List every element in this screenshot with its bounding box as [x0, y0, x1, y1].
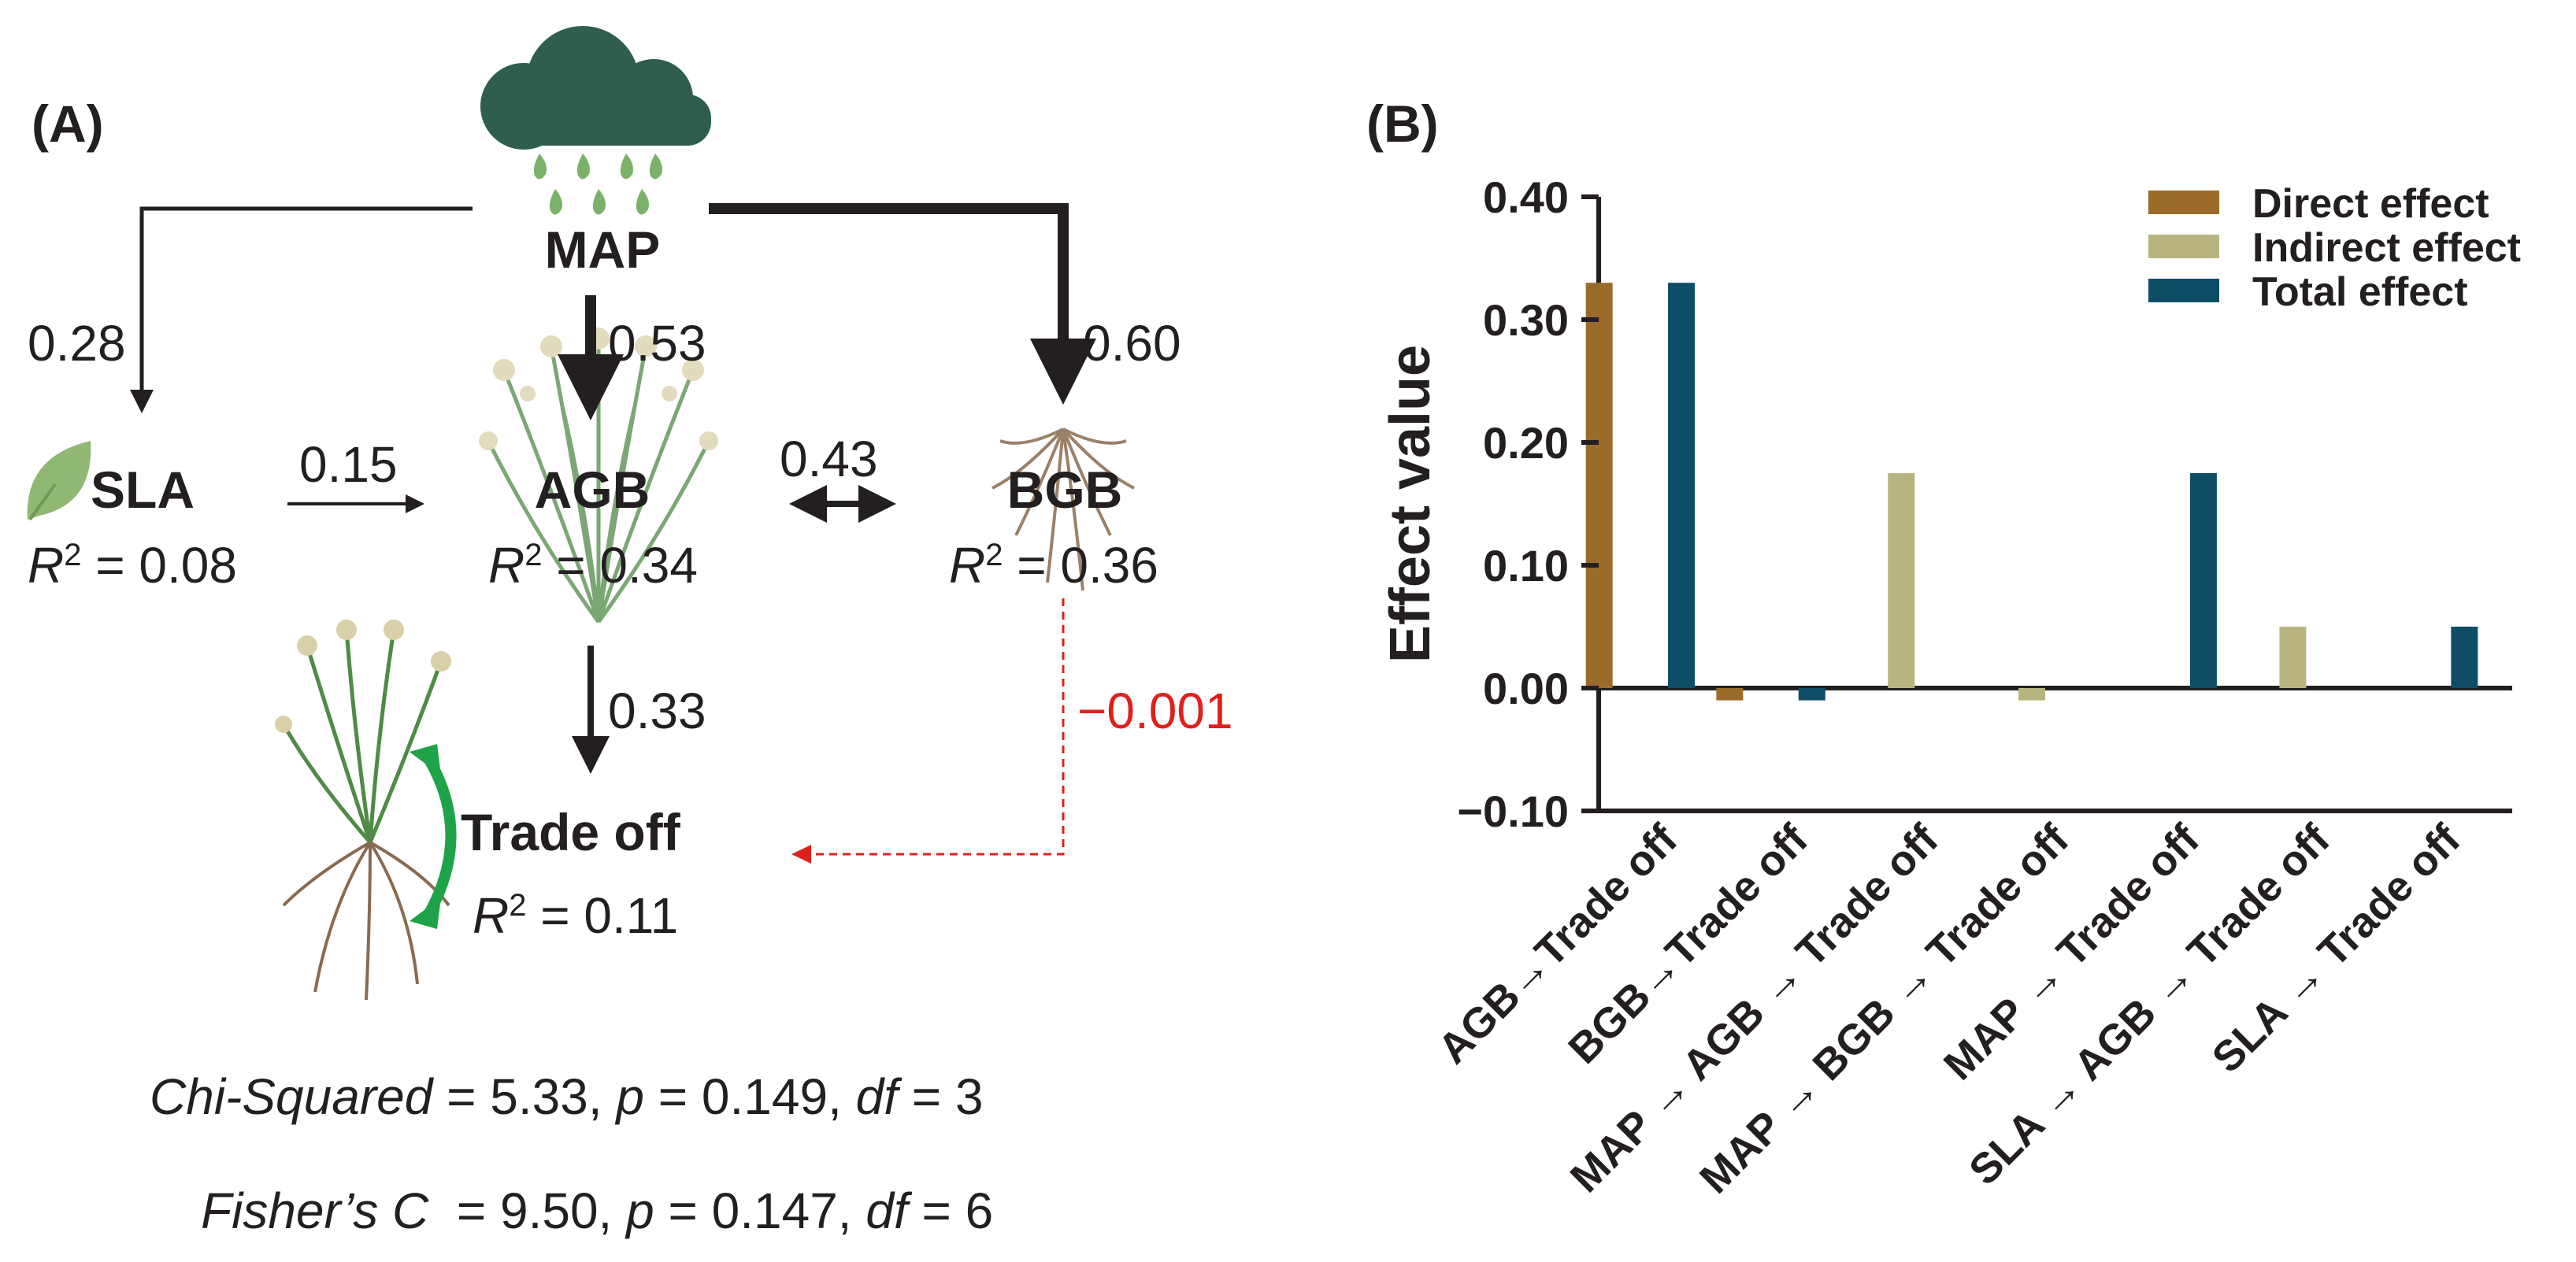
- panel-b-label: (B): [1366, 94, 1439, 153]
- r2-agb: R2 = 0.34: [488, 537, 698, 594]
- x-category-label: MAP → Trade off: [1935, 815, 2209, 1089]
- path-bgb-tradeoff: [791, 598, 1065, 864]
- bar-total-effect: [1798, 688, 1825, 701]
- bar-direct-effect: [1716, 688, 1744, 701]
- root-icon: [991, 427, 1135, 591]
- coef-agb-bgb: 0.43: [780, 431, 878, 487]
- y-tick-label: −0.10: [1457, 786, 1569, 836]
- bar-total-effect: [2451, 627, 2478, 688]
- coef-bgb-tradeoff: −0.001: [1077, 683, 1233, 739]
- panel-a: (A): [27, 26, 1233, 1239]
- legend-label: Direct effect: [2252, 181, 2489, 227]
- r2-bgb: R2 = 0.36: [949, 537, 1158, 594]
- y-tick-label: 0.30: [1483, 295, 1569, 345]
- x-category-label: BGB→Trade off: [1559, 815, 1817, 1072]
- fit-chi-squared: Chi-Squared = 5.33, p = 0.149, df = 3: [150, 1068, 984, 1125]
- fit-fishers-c: Fisher’s C = 9.50, p = 0.147, df = 6: [201, 1182, 993, 1239]
- y-tick-label: 0.20: [1483, 418, 1569, 468]
- coef-map-sla: 0.28: [28, 315, 126, 372]
- y-axis-title: Effect value: [1379, 345, 1442, 663]
- y-tick-label: 0.10: [1483, 541, 1569, 590]
- bar-total-effect: [2189, 473, 2217, 688]
- plant-tradeoff-icon: [275, 620, 457, 1001]
- panel-b: (B) Effect value 0.40 0.30 0.20 0.10 0.00 −0.…: [1366, 94, 2521, 1203]
- r2-sla: R2 = 0.08: [28, 537, 237, 594]
- legend-swatch: [2148, 235, 2219, 258]
- y-tick-label: 0.00: [1483, 664, 1569, 713]
- legend-label: Total effect: [2252, 269, 2468, 315]
- leaf-icon: [27, 441, 91, 521]
- grass-icon: [479, 328, 718, 624]
- legend-swatch: [2148, 279, 2219, 302]
- coef-map-agb: 0.53: [608, 315, 706, 372]
- path-map-bgb: [709, 203, 1096, 405]
- bar-total-effect: [1668, 283, 1696, 688]
- node-map: MAP: [545, 220, 661, 279]
- node-bgb: BGB: [1007, 461, 1123, 519]
- bar-direct-effect: [1585, 283, 1613, 688]
- chart-ticks: 0.40 0.30 0.20 0.10 0.00 −0.10: [1457, 172, 1599, 836]
- legend-swatch: [2148, 191, 2219, 214]
- coef-map-bgb: 0.60: [1083, 315, 1181, 372]
- node-tradeoff: Trade off: [461, 803, 681, 861]
- bar-indirect-effect: [2279, 627, 2307, 688]
- legend-label: Indirect effect: [2252, 225, 2521, 271]
- chart-bars: [1585, 283, 2478, 701]
- r2-tradeoff: R2 = 0.11: [473, 887, 678, 944]
- x-category-label: AGB→Trade off: [1429, 815, 1687, 1072]
- path-map-sla: [130, 206, 473, 413]
- coef-sla-agb: 0.15: [299, 436, 398, 493]
- node-sla: SLA: [91, 461, 195, 519]
- coef-agb-tradeoff: 0.33: [608, 683, 706, 739]
- panel-a-label: (A): [32, 94, 104, 153]
- y-tick-label: 0.40: [1483, 172, 1569, 222]
- rain-cloud-icon: [480, 26, 711, 215]
- x-category-label: SLA → Trade off: [2203, 815, 2470, 1082]
- bar-indirect-effect: [1888, 473, 1915, 688]
- bar-indirect-effect: [2018, 688, 2045, 701]
- node-agb: AGB: [535, 461, 650, 519]
